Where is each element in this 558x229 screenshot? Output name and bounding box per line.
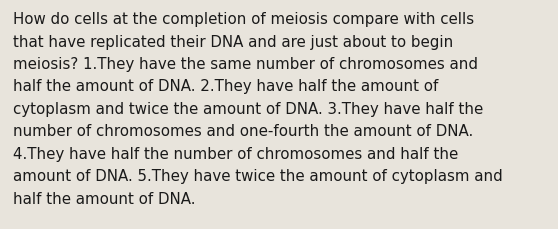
Text: meiosis? 1.They have the same number of chromosomes and: meiosis? 1.They have the same number of … [13, 57, 478, 72]
Text: half the amount of DNA.: half the amount of DNA. [13, 191, 195, 206]
Text: How do cells at the completion of meiosis compare with cells: How do cells at the completion of meiosi… [13, 12, 474, 27]
Text: that have replicated their DNA and are just about to begin: that have replicated their DNA and are j… [13, 34, 453, 49]
Text: amount of DNA. 5.They have twice the amount of cytoplasm and: amount of DNA. 5.They have twice the amo… [13, 169, 503, 184]
Text: 4.They have half the number of chromosomes and half the: 4.They have half the number of chromosom… [13, 146, 458, 161]
Text: number of chromosomes and one-fourth the amount of DNA.: number of chromosomes and one-fourth the… [13, 124, 473, 139]
Text: half the amount of DNA. 2.They have half the amount of: half the amount of DNA. 2.They have half… [13, 79, 439, 94]
Text: cytoplasm and twice the amount of DNA. 3.They have half the: cytoplasm and twice the amount of DNA. 3… [13, 101, 483, 117]
